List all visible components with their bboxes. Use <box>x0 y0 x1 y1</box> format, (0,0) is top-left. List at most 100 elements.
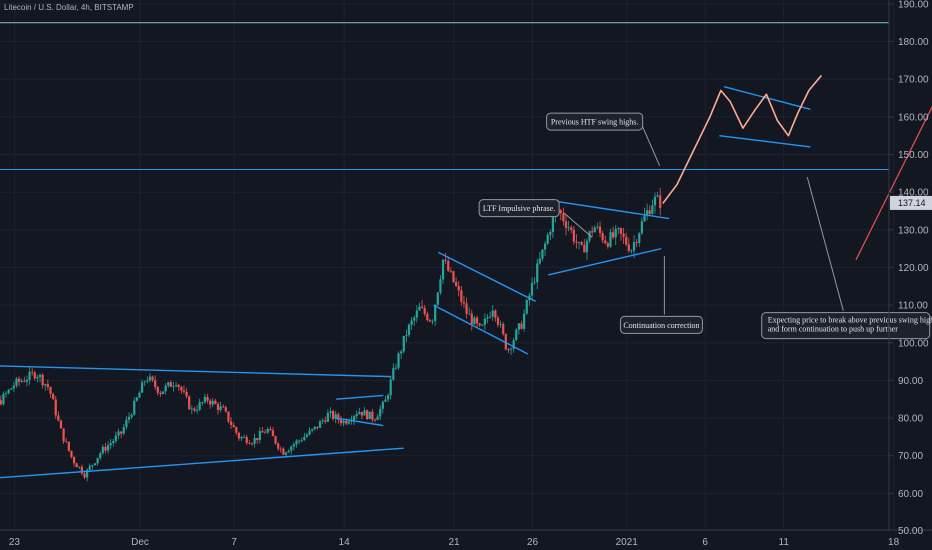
y-tick-label: 150.00 <box>898 150 929 161</box>
candle-body <box>298 440 301 442</box>
trendline-triangle-lower[interactable] <box>0 447 404 479</box>
trendline-channel-lower[interactable] <box>433 304 529 355</box>
candle-body <box>154 380 157 387</box>
candle-body <box>211 400 214 405</box>
projection-arrow[interactable] <box>855 26 932 261</box>
last-price-label: 137.14 <box>898 198 926 208</box>
candle-body <box>392 368 395 380</box>
y-tick-label: 110.00 <box>898 301 928 312</box>
candle-body <box>515 329 518 341</box>
candle-body <box>146 380 149 382</box>
candle-body <box>491 310 494 317</box>
candle-body <box>596 226 599 228</box>
candle-body <box>122 427 125 434</box>
candle-body <box>509 348 513 350</box>
candle-body <box>214 400 217 404</box>
candle-body <box>180 386 183 391</box>
candle-body <box>80 466 84 474</box>
trendline-channel-upper[interactable] <box>437 251 536 302</box>
candle-body <box>106 445 110 451</box>
annotation-htf-swing-highs[interactable]: Previous HTF swing highs. <box>546 112 661 166</box>
candle-body <box>263 432 267 434</box>
candle-body <box>99 453 102 458</box>
candle-body <box>541 249 544 259</box>
candle-body <box>321 420 324 422</box>
candle-body <box>394 367 398 369</box>
trendlines[interactable] <box>0 86 811 479</box>
trendline-pennant-lower[interactable] <box>548 247 662 276</box>
candle-body <box>185 391 188 397</box>
annotations[interactable]: Previous HTF swing highs. LTF Impulsive p… <box>478 112 932 340</box>
trendline-triangle-upper[interactable] <box>0 365 392 378</box>
trendline-small-flag-upper[interactable] <box>336 394 384 400</box>
candle-body <box>452 271 455 283</box>
projection[interactable] <box>662 26 932 261</box>
candle-body <box>78 466 81 468</box>
candle-body <box>96 457 99 464</box>
candle-body <box>72 457 76 464</box>
candle-body <box>352 416 356 421</box>
candle-body <box>177 385 180 387</box>
candle-body <box>4 393 8 395</box>
price-axis[interactable]: 60.00 70.00 80.00 90.00 100.00 110.00 120.00 13… <box>889 0 932 537</box>
x-tick-label: 14 <box>339 537 351 548</box>
projected-price-path[interactable] <box>662 74 822 204</box>
candle-body <box>15 378 18 386</box>
candle-body <box>46 384 49 388</box>
candle-body <box>441 259 445 280</box>
candle-body <box>266 429 269 433</box>
candle-body <box>337 414 340 420</box>
candle-body <box>646 210 649 216</box>
callout-text: Previous HTF swing highs. <box>551 118 639 127</box>
candle-body <box>449 270 452 272</box>
trendline-pennant-upper[interactable] <box>544 198 670 220</box>
y-tick-label: 60.00 <box>898 489 923 500</box>
candle-body <box>575 241 578 243</box>
candle-body <box>169 382 172 387</box>
candle-body <box>632 242 636 251</box>
trendline-projected-flag-lower[interactable] <box>719 134 811 148</box>
candle-body <box>363 410 366 416</box>
annotation-expecting-price[interactable]: Expecting price to break above previous … <box>761 176 932 340</box>
candle-body <box>277 443 280 449</box>
candle-body <box>182 390 186 392</box>
candle-body <box>355 414 358 417</box>
candle-body <box>248 443 251 444</box>
candle-body <box>517 323 521 330</box>
candle-body <box>601 232 604 241</box>
candle-body <box>229 421 233 426</box>
candle-body <box>219 406 222 410</box>
candle-body <box>609 232 612 247</box>
callout-box <box>546 112 644 131</box>
candle-body <box>31 371 34 373</box>
candle-body <box>428 320 432 322</box>
annotation-ltf-impulsive[interactable]: LTF Impulsive phrase. <box>478 199 593 238</box>
candle-body <box>486 317 489 319</box>
x-tick-label: 18 <box>888 537 900 548</box>
trendline-small-flag-lower[interactable] <box>336 417 384 427</box>
candle-body <box>483 318 486 325</box>
candle-body <box>478 323 481 326</box>
candle-body <box>577 242 581 243</box>
time-axis[interactable]: 23Dec714212620216111825 <box>9 537 932 548</box>
annotation-continuation-correction[interactable]: Continuation correction <box>619 256 703 334</box>
candle-body <box>656 195 659 197</box>
candle-body <box>117 431 120 436</box>
candle-body <box>368 411 371 420</box>
candle-body <box>651 205 654 214</box>
candle-body <box>52 393 55 400</box>
horizontal-lines[interactable] <box>0 22 889 171</box>
candle-body <box>499 324 502 325</box>
callout-pointer <box>806 176 844 311</box>
candle-body <box>630 250 633 252</box>
candle-body <box>120 431 123 434</box>
candle-body <box>358 411 361 415</box>
candle-body <box>245 436 248 444</box>
candle-body <box>546 234 549 244</box>
candle-body <box>44 384 47 386</box>
candle-body <box>625 236 628 245</box>
candle-body <box>572 229 575 242</box>
candle-body <box>523 313 526 329</box>
